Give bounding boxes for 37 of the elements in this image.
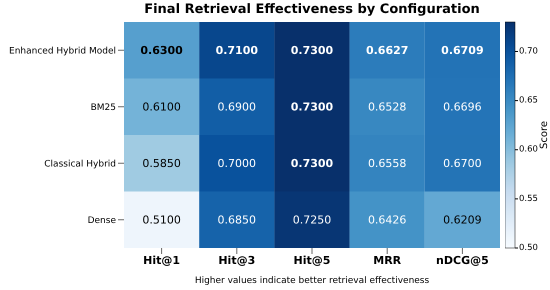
data-label: 0.7100 [216,44,258,57]
y-tick-label: Classical Hybrid [44,159,116,170]
data-label: 0.6300 [140,44,184,57]
color-bar-label: 0.60 [519,144,538,155]
text: Higher values indicate better retrieval effectiveness [194,276,430,286]
y-tick-label: Enhanced Hybrid Model [9,46,116,56]
data-label: 0.6850 [218,213,256,226]
data-label: 0.6209 [443,213,482,226]
data-label: 0.5850 [142,156,181,170]
data-label: 0.6558 [368,156,406,170]
color-bar-title: Score [539,120,550,150]
x-tick-label: MRR [373,254,402,267]
color-bar-label: 0.65 [519,96,538,106]
x-tick-label: nDCG@5 [436,254,489,267]
x-tick-label: Hit@5 [294,254,330,267]
y-tick-label: BM25 [90,102,116,113]
chart-title: Final Retrieval Effectiveness by Configuration [143,2,481,17]
data-label: 0.6900 [218,100,256,114]
data-label: 0.6709 [441,44,484,57]
data-label: 0.6700 [443,156,482,170]
data-label: 0.7300 [290,44,334,57]
color-bar-label: 0.70 [519,46,538,56]
data-label: 0.7300 [290,100,334,114]
x-tick-label: Hit@1 [143,254,180,267]
data-label: 0.5100 [142,213,181,226]
data-label: 0.6426 [368,213,406,226]
data-label: 0.7300 [290,156,334,170]
data-label: 0.6528 [368,100,406,114]
data-label: 0.6696 [443,100,482,114]
y-tick-label: Dense [88,216,116,226]
color-bar-label: 0.55 [519,194,538,204]
data-label: 0.7000 [218,156,256,170]
data-label: 0.6100 [142,100,181,114]
data-label: 0.7250 [292,213,332,226]
x-tick-label: Hit@3 [218,254,256,267]
color-bar-label: 0.50 [519,243,538,253]
data-label: 0.6627 [366,44,408,57]
